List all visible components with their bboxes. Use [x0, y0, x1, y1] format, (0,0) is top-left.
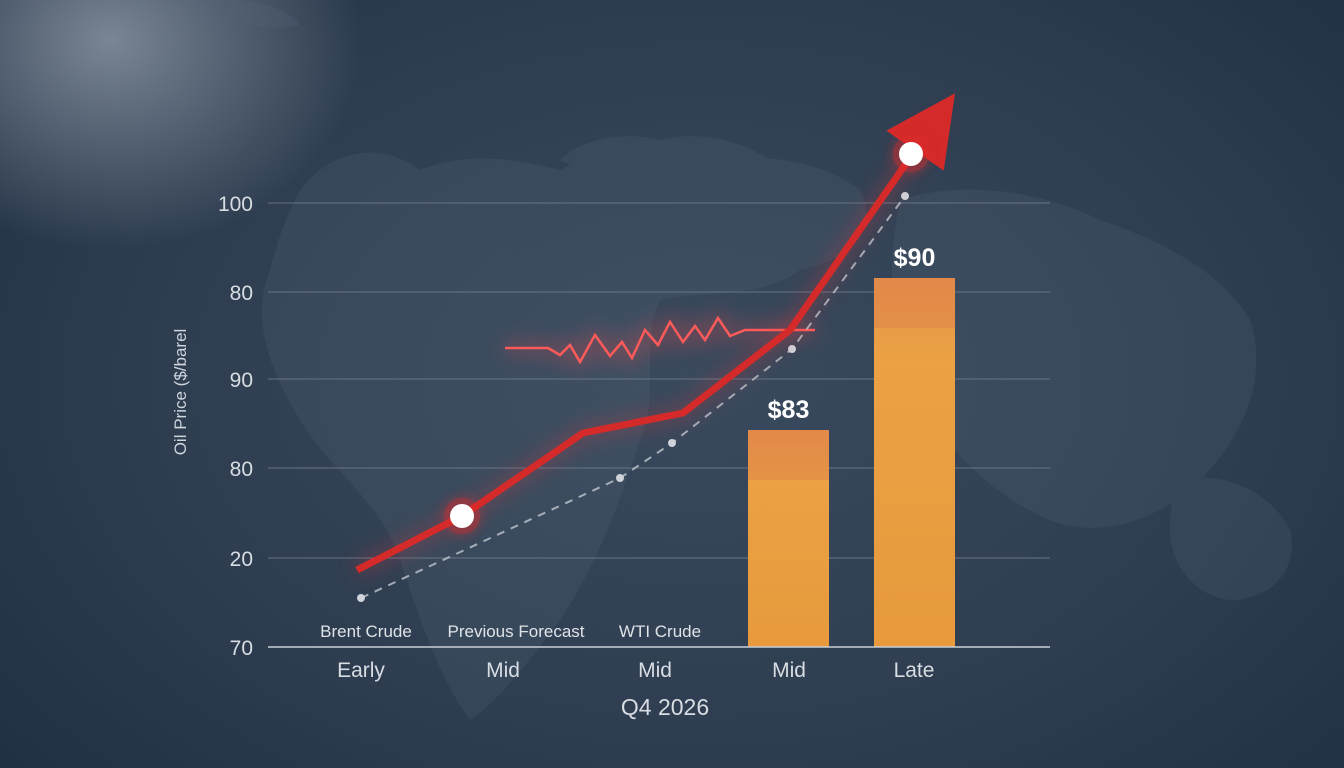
bar-wti-late: [874, 278, 955, 647]
x-category-label: Mid: [486, 659, 520, 682]
forecast-point: [668, 439, 676, 447]
legend-entry: Brent Crude: [320, 622, 412, 641]
bar-top-texture: [874, 278, 955, 328]
y-tick-label: 80: [230, 282, 253, 305]
x-axis-title: Q4 2026: [621, 694, 709, 720]
x-category-label: Early: [337, 659, 385, 682]
y-tick-label: 20: [230, 548, 253, 571]
x-category-label: Mid: [772, 659, 806, 682]
y-axis-ticks: 70 20 80 90 80 100: [218, 193, 253, 660]
y-tick-label: 100: [218, 193, 253, 216]
forecast-point: [901, 192, 909, 200]
x-category-label: Mid: [638, 659, 672, 682]
y-tick-label: 80: [230, 458, 253, 481]
highlight-point: [899, 142, 923, 166]
bar-value-label: $83: [768, 396, 810, 424]
forecast-point: [616, 474, 624, 482]
bars-series: $83 $90: [748, 244, 955, 647]
previous-forecast-series: [357, 192, 909, 602]
forecast-point: [357, 594, 365, 602]
y-tick-label: 90: [230, 369, 253, 392]
bar-top-texture: [748, 430, 829, 480]
y-tick-label: 70: [230, 637, 253, 660]
legend: Brent Crude Previous Forecast WTI Crude: [320, 622, 701, 641]
world-map-background: [230, 0, 1292, 721]
forecast-point: [788, 345, 796, 353]
bar-value-label: $90: [894, 244, 936, 272]
highlight-point: [450, 504, 474, 528]
volatility-pulse-line: [505, 308, 815, 373]
legend-entry: WTI Crude: [619, 622, 701, 641]
bar-wti-mid: [748, 430, 829, 647]
x-category-label: Late: [894, 659, 935, 682]
legend-entry: Previous Forecast: [448, 622, 585, 641]
y-axis-title: Oil Price ($/barel: [171, 329, 190, 456]
brent-crude-line: [355, 93, 956, 574]
brent-crude-series: [353, 93, 956, 577]
x-axis-categories: Early Mid Mid Mid Late: [337, 659, 934, 682]
